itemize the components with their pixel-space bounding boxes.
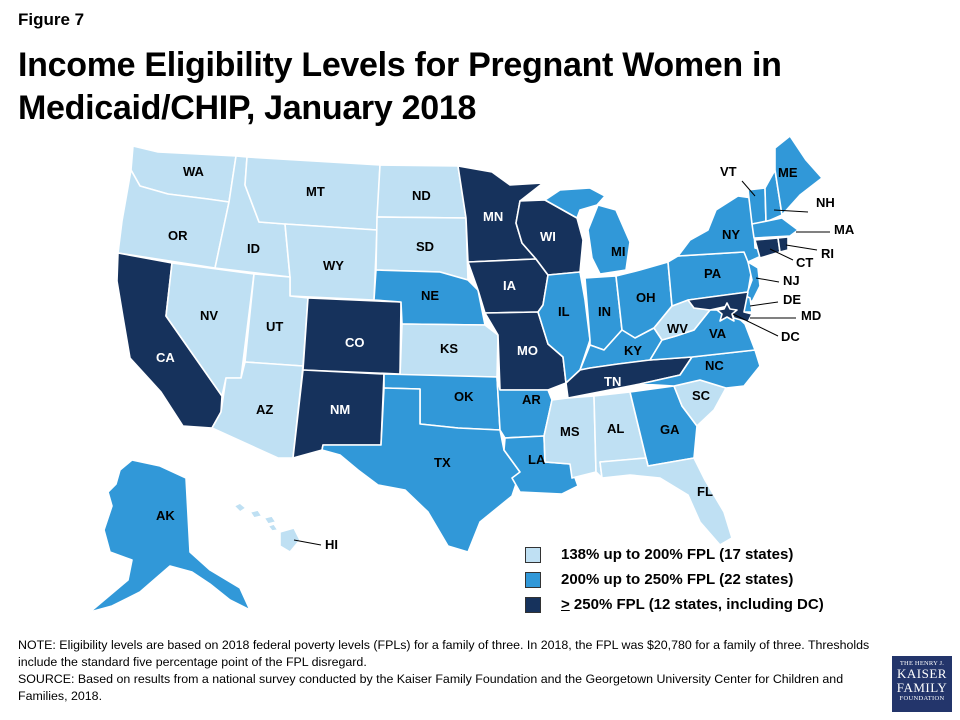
label-ne: NE xyxy=(421,288,439,303)
legend: 138% up to 200% FPL (17 states) 200% up … xyxy=(525,542,824,617)
label-va: VA xyxy=(709,326,727,341)
label-me: ME xyxy=(778,165,798,180)
label-vt: VT xyxy=(720,164,737,179)
legend-swatch-low xyxy=(525,546,541,563)
label-mi: MI xyxy=(611,244,625,259)
label-ak: AK xyxy=(156,508,175,523)
footnotes: NOTE: Eligibility levels are based on 20… xyxy=(18,637,878,705)
label-de: DE xyxy=(783,292,801,307)
label-nd: ND xyxy=(412,188,431,203)
label-co: CO xyxy=(345,335,365,350)
state-mi xyxy=(587,204,631,275)
state-ma xyxy=(751,217,799,239)
label-ny: NY xyxy=(722,227,740,242)
figure-label: Figure 7 xyxy=(18,10,85,29)
state-ks xyxy=(399,323,499,378)
legend-item-low: 138% up to 200% FPL (17 states) xyxy=(525,542,824,567)
label-hi: HI xyxy=(325,537,338,552)
state-tx xyxy=(321,387,521,553)
label-il: IL xyxy=(558,304,570,319)
label-md: MD xyxy=(801,308,821,323)
label-pa: PA xyxy=(704,266,722,281)
state-vt xyxy=(747,187,767,225)
label-wa: WA xyxy=(183,164,205,179)
state-nj xyxy=(745,261,761,303)
label-ri: RI xyxy=(821,246,834,261)
label-ks: KS xyxy=(440,341,458,356)
label-wi: WI xyxy=(540,229,556,244)
state-ri xyxy=(777,236,789,253)
state-hi xyxy=(233,502,301,553)
label-nv: NV xyxy=(200,308,218,323)
label-ms: MS xyxy=(560,424,580,439)
label-tn: TN xyxy=(604,374,621,389)
label-al: AL xyxy=(607,421,624,436)
state-dc xyxy=(716,302,738,322)
legend-item-high: > 250% FPL (12 states, including DC) xyxy=(525,592,824,617)
label-fl: FL xyxy=(697,484,713,499)
label-ok: OK xyxy=(454,389,474,404)
state-me xyxy=(774,135,823,216)
logo-line-3: FAMILY xyxy=(896,680,948,695)
label-sc: SC xyxy=(692,388,711,403)
kff-logo: THE HENRY J. KAISER FAMILY FOUNDATION xyxy=(892,656,952,712)
legend-gte-symbol: > xyxy=(561,596,570,613)
legend-label-high-text: 250% FPL (12 states, including DC) xyxy=(569,596,824,613)
label-la: LA xyxy=(528,452,546,467)
label-or: OR xyxy=(168,228,188,243)
legend-label-mid: 200% up to 250% FPL (22 states) xyxy=(561,571,794,588)
label-nm: NM xyxy=(330,402,350,417)
label-az: AZ xyxy=(256,402,273,417)
state-mi-up xyxy=(544,187,606,219)
label-nh: NH xyxy=(816,195,835,210)
us-map: WA OR CA ID NV MT WY UT AZ CO NM ND SD N… xyxy=(89,135,855,613)
label-ky: KY xyxy=(624,343,642,358)
label-mn: MN xyxy=(483,209,503,224)
state-wy xyxy=(284,223,378,301)
label-tx: TX xyxy=(434,455,451,470)
state-labels: WA OR CA ID NV MT WY UT AZ CO NM ND SD N… xyxy=(156,164,855,552)
legend-label-high: > 250% FPL (12 states, including DC) xyxy=(561,596,824,613)
legend-swatch-high xyxy=(525,596,541,613)
state-md xyxy=(687,291,753,323)
state-ak xyxy=(89,459,251,613)
state-ms xyxy=(543,395,597,479)
label-id: ID xyxy=(247,241,260,256)
label-wy: WY xyxy=(323,258,344,273)
label-ct: CT xyxy=(796,255,813,270)
label-sd: SD xyxy=(416,239,434,254)
legend-swatch-mid xyxy=(525,571,541,588)
label-nc: NC xyxy=(705,358,724,373)
chart-title: Income Eligibility Levels for Pregnant W… xyxy=(18,46,782,127)
label-wv: WV xyxy=(667,321,688,336)
label-ca: CA xyxy=(156,350,175,365)
label-ut: UT xyxy=(266,319,283,334)
legend-label-low: 138% up to 200% FPL (17 states) xyxy=(561,546,794,563)
label-dc: DC xyxy=(781,329,800,344)
state-fl xyxy=(599,457,733,546)
source-text: SOURCE: Based on results from a national… xyxy=(18,672,844,703)
note-text: NOTE: Eligibility levels are based on 20… xyxy=(18,638,870,669)
label-ma: MA xyxy=(834,222,855,237)
label-ga: GA xyxy=(660,422,680,437)
label-in: IN xyxy=(598,304,611,319)
label-nj: NJ xyxy=(783,273,800,288)
legend-item-mid: 200% up to 250% FPL (22 states) xyxy=(525,567,824,592)
label-oh: OH xyxy=(636,290,656,305)
leader-lines xyxy=(293,180,830,546)
state-ct xyxy=(754,237,781,259)
logo-line-4: FOUNDATION xyxy=(899,695,945,702)
label-mo: MO xyxy=(517,343,538,358)
logo-line-2: KAISER xyxy=(897,666,947,681)
label-ia: IA xyxy=(503,278,517,293)
label-ar: AR xyxy=(522,392,541,407)
logo-line-1: THE HENRY J. xyxy=(899,660,945,667)
label-mt: MT xyxy=(306,184,325,199)
